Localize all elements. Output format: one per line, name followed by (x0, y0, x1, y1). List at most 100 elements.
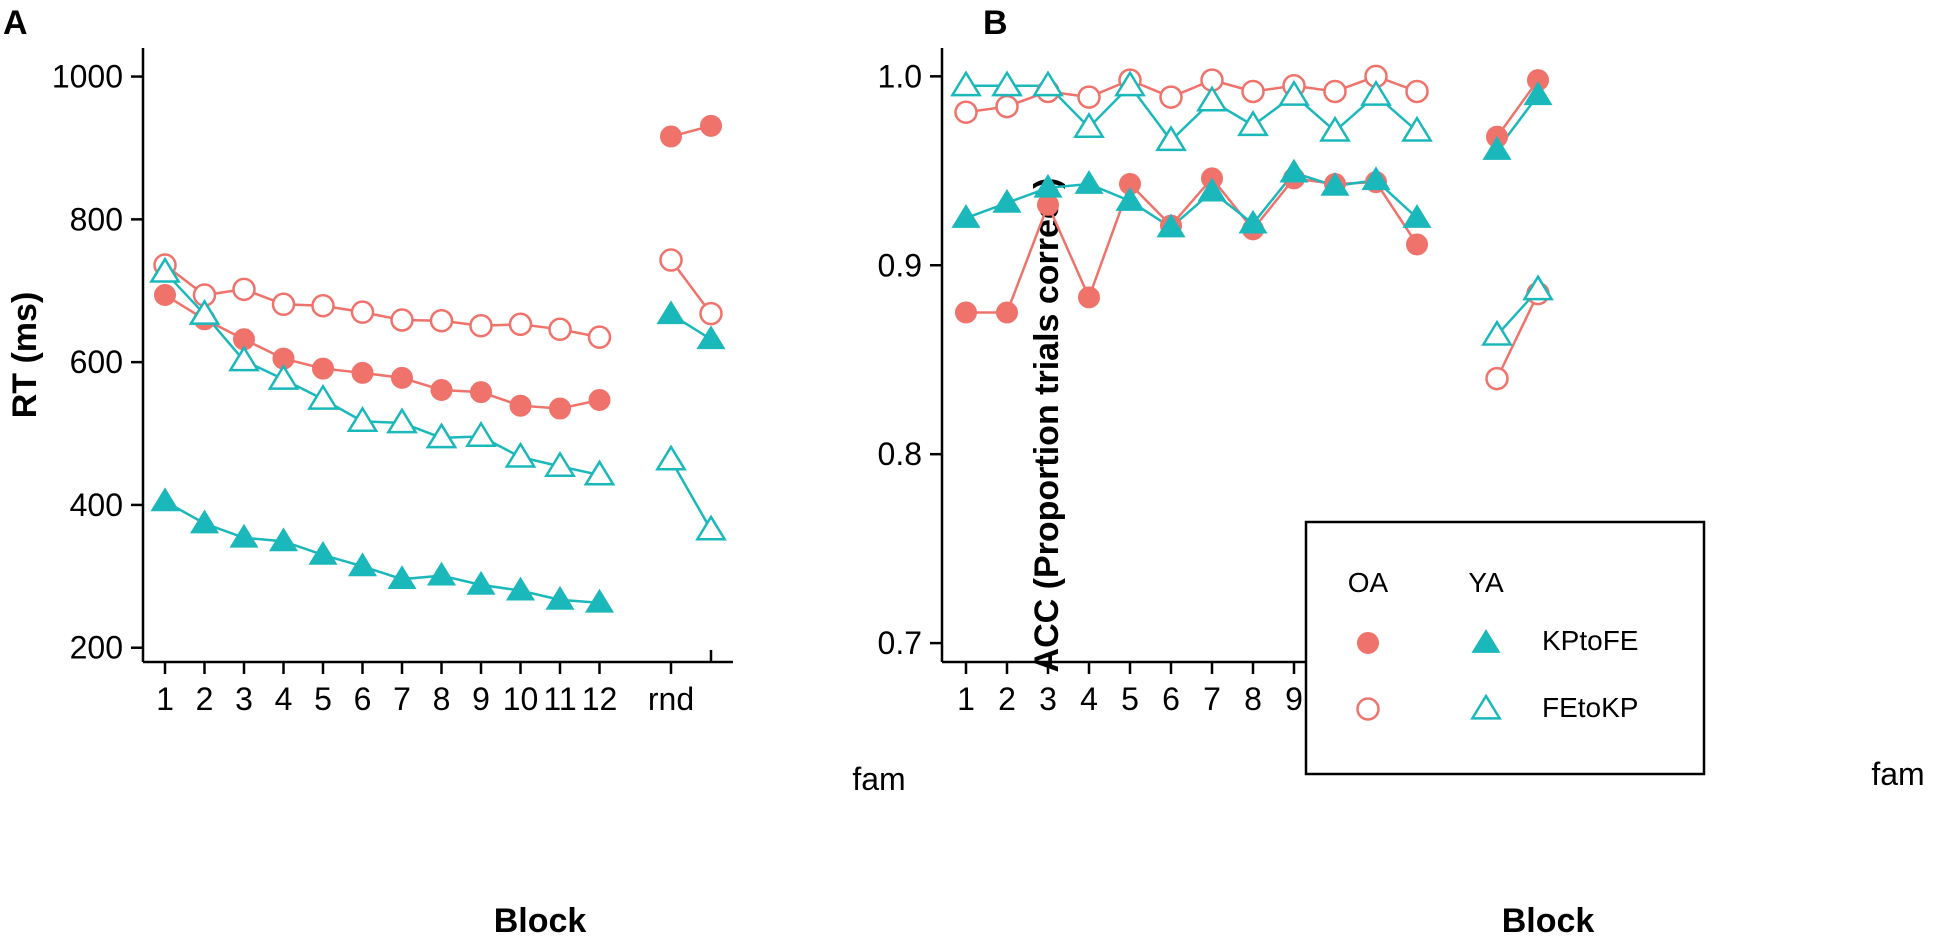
panel-label-a: A (3, 4, 28, 42)
data-point (1279, 158, 1309, 183)
data-point (149, 256, 181, 283)
data-point (508, 312, 533, 337)
data-point (350, 300, 375, 324)
data-point (1115, 187, 1145, 211)
data-point (1237, 110, 1269, 137)
data-point (1033, 173, 1063, 198)
data-point (1406, 233, 1428, 256)
x-tick-label: 2 (998, 681, 1016, 717)
series-markers (149, 114, 727, 613)
data-point (1073, 111, 1105, 138)
series-layer-b (950, 64, 1554, 391)
data-point (1320, 171, 1350, 196)
y-tick-label: 0.9 (878, 247, 922, 283)
data-point (271, 292, 296, 317)
data-point (429, 308, 454, 333)
y-axis-title-b: ACC (Proportion trials correct) (1028, 178, 1066, 673)
data-point (1360, 79, 1392, 106)
legend-point (1356, 697, 1380, 721)
data-point (1481, 319, 1513, 346)
fam-annotation-b: fam (1871, 756, 1924, 792)
data-point (995, 94, 1019, 119)
data-point (695, 514, 727, 541)
data-point (1319, 115, 1351, 142)
y-tick-label: 600 (70, 344, 123, 380)
data-point (312, 357, 334, 380)
data-point (549, 397, 571, 420)
data-point (430, 378, 453, 401)
legend-marker-oa-filled-circle (1357, 632, 1379, 654)
data-point (955, 301, 977, 324)
x-tick-label: 6 (1162, 681, 1180, 717)
x-tick-label: 9 (472, 681, 490, 717)
y-tick-label: 0.7 (878, 625, 922, 661)
data-point (268, 527, 299, 552)
data-point (584, 588, 615, 613)
legend-label-fetokp: FEtoKP (1542, 692, 1638, 723)
data-point (659, 248, 683, 272)
data-point (1523, 81, 1553, 106)
data-point (700, 114, 722, 137)
series-extra-line-ya-fetokp (669, 459, 713, 531)
x-tick-label: 11 (543, 681, 576, 717)
legend-label-kptofe: KPtoFE (1542, 625, 1638, 656)
data-point (544, 450, 576, 477)
data-point (1361, 166, 1391, 191)
data-point (311, 293, 335, 318)
data-point (1323, 79, 1347, 104)
data-point (466, 570, 496, 595)
x-tick-label: 4 (275, 681, 293, 717)
data-point (469, 313, 493, 338)
x-tick-label: 5 (314, 681, 332, 717)
data-point (950, 70, 982, 97)
fam-annotation-a: fam (852, 761, 905, 797)
data-point (1156, 213, 1186, 238)
y-tick-label: 200 (70, 630, 123, 666)
data-point (1155, 125, 1187, 152)
data-point (655, 444, 687, 471)
y-axis-title-a: RT (ms) (6, 292, 44, 419)
data-point (232, 277, 256, 302)
x-tick-label: 9 (1285, 681, 1303, 717)
x-tick-label: 8 (1244, 681, 1262, 717)
data-point (150, 487, 180, 512)
legend: OA YA KPtoFE FEtoKP (1304, 520, 1706, 776)
data-point (504, 441, 537, 468)
data-point (425, 422, 458, 449)
panel-b-acc-chart: B ACC (Proportion trials correct) Block … (878, 4, 1925, 940)
data-point (308, 540, 338, 565)
data-point (387, 565, 417, 590)
legend-point (1357, 632, 1379, 654)
data-point (1077, 85, 1101, 109)
data-point (588, 388, 611, 411)
data-point (390, 308, 414, 332)
data-point (229, 523, 259, 548)
x-tick-label: 3 (1039, 681, 1057, 717)
x-tick-label: 10 (503, 681, 539, 717)
data-point (307, 383, 339, 410)
panel-label-b: B (983, 4, 1008, 42)
data-point (696, 325, 726, 350)
data-point (154, 284, 176, 307)
data-point (505, 576, 536, 601)
data-point (1241, 79, 1265, 104)
y-tick-label: 0.8 (878, 436, 922, 472)
x-tick-label: 12 (582, 681, 618, 717)
data-point (1032, 70, 1064, 97)
data-point (1074, 170, 1104, 194)
data-point (1078, 286, 1100, 309)
legend-header-ya: YA (1468, 567, 1504, 598)
data-point (426, 561, 457, 586)
y-tick-label: 1.0 (878, 58, 922, 94)
data-point (1114, 70, 1146, 97)
legend-point (1470, 693, 1502, 720)
series-extra-line-oa-fetokp (1495, 293, 1540, 380)
data-point (545, 585, 575, 610)
x-tick-label: 1 (156, 681, 174, 717)
series-line-ya-fetokp (164, 271, 600, 477)
data-point (391, 366, 413, 389)
data-point (1401, 115, 1433, 142)
data-point (267, 363, 300, 390)
x-tick-label: 7 (393, 681, 411, 717)
data-point (1159, 85, 1183, 109)
